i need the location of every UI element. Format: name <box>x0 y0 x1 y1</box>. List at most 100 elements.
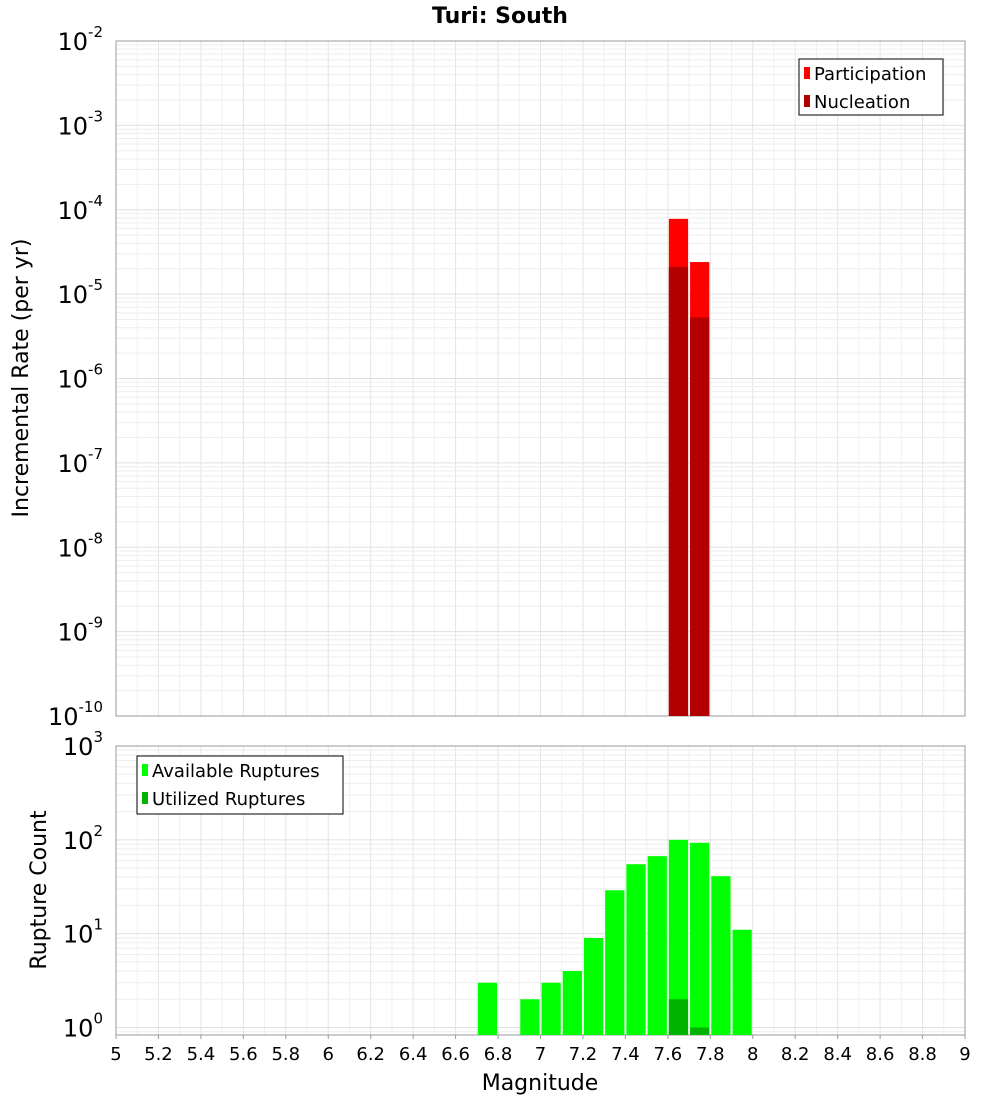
legend-label: Utilized Ruptures <box>152 789 305 810</box>
bar-available-ruptures <box>668 839 689 1035</box>
y-tick-base: 10 <box>57 366 88 394</box>
bar-nucleation <box>690 317 710 716</box>
bar-available-ruptures <box>477 982 498 1035</box>
rate-y-axis-label: Incremental Rate (per yr) <box>9 239 34 518</box>
y-tick-base: 10 <box>57 28 88 56</box>
legend-label: Available Ruptures <box>152 761 320 782</box>
bar-available-ruptures <box>583 937 604 1035</box>
y-tick-exponent: -8 <box>88 529 103 547</box>
bar-available-ruptures <box>732 929 752 1035</box>
y-tick-exponent: -3 <box>88 107 103 125</box>
y-tick-exponent: 3 <box>93 728 103 746</box>
y-tick-exponent: 1 <box>93 916 103 934</box>
bar-utilized-ruptures <box>668 999 689 1035</box>
y-tick-base: 10 <box>57 534 88 562</box>
x-tick-label: 8 <box>747 1044 758 1065</box>
y-tick-exponent: -4 <box>88 192 103 210</box>
x-tick-label: 6 <box>323 1044 334 1065</box>
magnitude-x-axis-label: Magnitude <box>482 1071 599 1096</box>
count-bars <box>477 839 752 1035</box>
legend-box <box>136 755 344 815</box>
y-tick-exponent: -2 <box>88 23 103 41</box>
legend-swatch <box>142 764 148 776</box>
rate-grid <box>115 40 966 717</box>
x-tick-label: 7 <box>535 1044 546 1065</box>
bar-available-ruptures <box>647 856 667 1035</box>
y-tick-label: 103 <box>63 728 103 761</box>
x-tick-label: 5.2 <box>144 1044 173 1065</box>
y-tick-exponent: -9 <box>88 614 103 632</box>
rate-bars <box>668 218 710 716</box>
y-tick-exponent: -10 <box>79 698 104 716</box>
y-tick-label: 10-5 <box>57 276 103 309</box>
y-tick-base: 10 <box>57 281 88 309</box>
x-tick-label: 6.2 <box>356 1044 385 1065</box>
y-tick-label: 10-3 <box>57 107 103 140</box>
x-tick-label: 5.4 <box>187 1044 216 1065</box>
magnitude-x-ticks: 5 5.2 5.4 5.6 5.8 6 6.2 6.4 6.6 6.8 7 7.2 7.4 7.6 7.8 8… <box>110 1035 971 1065</box>
bar-available-ruptures <box>690 842 710 1035</box>
y-tick-base: 10 <box>57 197 88 225</box>
x-tick-label: 5.6 <box>229 1044 258 1065</box>
bar-available-ruptures <box>605 890 625 1035</box>
y-tick-exponent: -7 <box>88 445 103 463</box>
legend-swatch <box>142 792 148 804</box>
y-tick-label: 10-8 <box>57 529 103 562</box>
x-tick-label: 6.4 <box>399 1044 428 1065</box>
legend-swatch <box>804 95 810 107</box>
legend-box <box>798 58 944 116</box>
x-tick-label: 6.6 <box>441 1044 470 1065</box>
legend-swatch <box>804 67 810 79</box>
bar-nucleation <box>668 266 689 716</box>
y-tick-exponent: -6 <box>88 361 103 379</box>
y-tick-label: 10-2 <box>57 23 103 56</box>
y-tick-label: 10-4 <box>57 192 103 225</box>
x-tick-label: 5 <box>110 1044 121 1065</box>
y-tick-base: 10 <box>63 1014 94 1042</box>
bar-available-ruptures <box>626 864 646 1035</box>
x-tick-label: 9 <box>959 1044 970 1065</box>
y-tick-exponent: -5 <box>88 276 103 294</box>
x-tick-label: 7.6 <box>654 1044 683 1065</box>
bar-available-ruptures <box>562 971 582 1035</box>
y-tick-base: 10 <box>63 733 94 761</box>
x-tick-label: 5.8 <box>271 1044 300 1065</box>
y-tick-base: 10 <box>48 703 79 731</box>
x-tick-label: 7.8 <box>696 1044 725 1065</box>
chart-title: Turi: South <box>432 4 568 29</box>
bar-available-ruptures <box>541 982 561 1035</box>
x-tick-label: 8.8 <box>908 1044 937 1065</box>
y-tick-base: 10 <box>57 450 88 478</box>
rate-legend: Participation Nucleation <box>798 58 944 116</box>
x-tick-label: 7.4 <box>611 1044 640 1065</box>
x-tick-label: 8.6 <box>866 1044 895 1065</box>
y-tick-label: 10-6 <box>57 361 103 394</box>
count-y-axis-label: Rupture Count <box>27 810 52 970</box>
bar-available-ruptures <box>520 999 540 1035</box>
legend-label: Nucleation <box>814 92 910 113</box>
x-tick-label: 8.2 <box>781 1044 810 1065</box>
y-tick-base: 10 <box>57 619 88 647</box>
plot-border <box>115 40 966 717</box>
bar-available-ruptures <box>711 876 731 1035</box>
x-tick-label: 7.2 <box>569 1044 598 1065</box>
y-tick-label: 101 <box>63 916 103 949</box>
count-legend: Available Ruptures Utilized Ruptures <box>136 755 344 815</box>
x-tick-label: 6.8 <box>484 1044 513 1065</box>
y-tick-label: 100 <box>63 1009 103 1042</box>
y-tick-label: 10-9 <box>57 614 103 647</box>
y-tick-base: 10 <box>63 827 94 855</box>
legend-label: Participation <box>814 64 926 85</box>
bar-utilized-ruptures <box>690 1027 710 1035</box>
y-tick-exponent: 2 <box>93 822 103 840</box>
y-tick-label: 102 <box>63 822 103 855</box>
y-tick-base: 10 <box>57 112 88 140</box>
x-tick-label: 8.4 <box>823 1044 852 1065</box>
y-tick-base: 10 <box>63 921 94 949</box>
